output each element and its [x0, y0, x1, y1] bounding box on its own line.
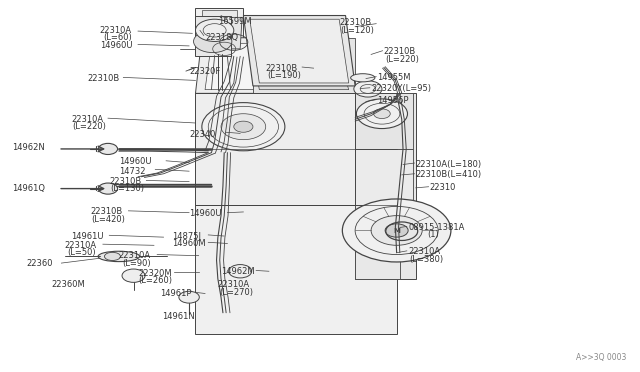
Text: 22310: 22310	[430, 183, 456, 192]
Polygon shape	[195, 38, 355, 93]
Circle shape	[354, 81, 382, 97]
Text: (L=260): (L=260)	[138, 276, 172, 285]
Text: 22310A(L=180): 22310A(L=180)	[416, 160, 482, 169]
Text: 22310A: 22310A	[408, 247, 440, 256]
Text: 22310B: 22310B	[384, 47, 416, 56]
Polygon shape	[243, 16, 355, 86]
Polygon shape	[253, 38, 355, 93]
Text: 22360: 22360	[26, 259, 52, 268]
Text: 22310B: 22310B	[339, 19, 371, 28]
Circle shape	[122, 269, 145, 282]
Circle shape	[221, 114, 266, 140]
Circle shape	[202, 103, 285, 151]
Text: (L=60): (L=60)	[103, 33, 132, 42]
Circle shape	[374, 109, 390, 119]
Text: 22360M: 22360M	[52, 280, 86, 289]
Circle shape	[195, 19, 234, 41]
Polygon shape	[195, 205, 397, 334]
Polygon shape	[250, 19, 349, 83]
Circle shape	[99, 143, 118, 154]
Text: 14960U: 14960U	[189, 209, 221, 218]
Text: 14960M: 14960M	[172, 239, 205, 248]
Circle shape	[228, 264, 252, 278]
Text: 22310A: 22310A	[71, 115, 103, 124]
Polygon shape	[202, 10, 237, 49]
Text: (L=120): (L=120)	[340, 26, 374, 35]
Text: 22320Y(L=95): 22320Y(L=95)	[371, 84, 431, 93]
Text: 14732: 14732	[119, 167, 145, 176]
Polygon shape	[355, 205, 400, 279]
Text: (L=420): (L=420)	[92, 215, 125, 224]
Text: (1): (1)	[428, 230, 439, 240]
Text: 22310B: 22310B	[109, 177, 141, 186]
Circle shape	[342, 199, 451, 262]
Text: 22310B: 22310B	[87, 74, 119, 83]
Circle shape	[99, 183, 118, 194]
Ellipse shape	[351, 74, 375, 82]
Text: (L=50): (L=50)	[68, 248, 97, 257]
Text: 14962N: 14962N	[12, 142, 45, 151]
Text: 22340: 22340	[189, 129, 216, 139]
Text: M: M	[394, 228, 401, 234]
Text: (L=270): (L=270)	[219, 288, 253, 297]
Polygon shape	[355, 149, 413, 205]
Text: 22310B(L=410): 22310B(L=410)	[416, 170, 482, 179]
Polygon shape	[205, 17, 242, 49]
Text: 22320M: 22320M	[138, 269, 172, 278]
Text: 22310A: 22310A	[119, 251, 151, 260]
Text: 14961N: 14961N	[162, 312, 195, 321]
Text: 14961U: 14961U	[71, 231, 104, 241]
Text: (L=130): (L=130)	[111, 185, 145, 193]
Text: (L=190): (L=190)	[267, 71, 301, 80]
Text: 14961P: 14961P	[161, 289, 192, 298]
Text: 14960U: 14960U	[119, 157, 151, 166]
Polygon shape	[205, 43, 346, 90]
Circle shape	[356, 99, 408, 129]
Text: 22310B: 22310B	[90, 208, 122, 217]
Ellipse shape	[104, 252, 120, 260]
Polygon shape	[195, 16, 230, 56]
Text: 22310A: 22310A	[218, 280, 250, 289]
Text: 14960U: 14960U	[100, 41, 132, 50]
Text: A>>3Q 0003: A>>3Q 0003	[576, 353, 627, 362]
Text: 22310B: 22310B	[266, 64, 298, 73]
Ellipse shape	[98, 251, 140, 262]
Circle shape	[234, 121, 253, 132]
Text: 22310A: 22310A	[100, 26, 132, 35]
Text: 22318Q: 22318Q	[205, 33, 238, 42]
Text: 22320F: 22320F	[189, 67, 220, 76]
Text: 14875J: 14875J	[172, 231, 201, 241]
Text: 22310A: 22310A	[65, 241, 97, 250]
Text: (L=220): (L=220)	[72, 122, 106, 131]
Circle shape	[193, 31, 232, 52]
Polygon shape	[195, 93, 397, 205]
Text: 14961Q: 14961Q	[12, 184, 45, 193]
Circle shape	[385, 224, 408, 237]
Text: 16599M: 16599M	[218, 17, 252, 26]
Text: 14956P: 14956P	[378, 96, 409, 105]
Circle shape	[371, 216, 422, 245]
Text: (L=220): (L=220)	[385, 55, 419, 64]
Polygon shape	[355, 93, 413, 149]
Polygon shape	[195, 8, 243, 52]
Text: 08915-1381A: 08915-1381A	[408, 223, 465, 232]
Circle shape	[179, 291, 199, 303]
Polygon shape	[355, 93, 416, 279]
Text: 14955M: 14955M	[378, 73, 411, 82]
Text: (L=90): (L=90)	[122, 259, 150, 267]
Text: 14962M: 14962M	[221, 267, 255, 276]
Text: (L=380): (L=380)	[410, 255, 444, 264]
Polygon shape	[250, 38, 349, 90]
